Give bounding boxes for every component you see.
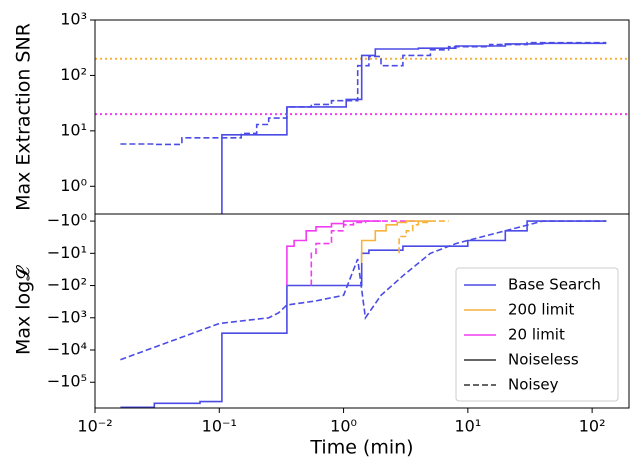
series-line	[120, 220, 607, 408]
series-line	[398, 220, 449, 254]
legend-box	[455, 267, 619, 402]
plot-frame	[94, 19, 630, 215]
series-line	[286, 220, 381, 286]
y-axis-label: Max Extraction SNR	[13, 23, 35, 211]
y-tick-label: −10¹	[47, 243, 87, 262]
series-line	[310, 220, 419, 286]
y-tick-label: 10³	[60, 10, 87, 29]
legend-label: 20 limit	[508, 326, 565, 344]
x-axis-label: Time (min)	[309, 437, 413, 459]
y-tick-label: −10⁴	[47, 340, 87, 359]
legend-label: Noisey	[508, 376, 559, 394]
y-tick-label: −10⁵	[47, 372, 87, 391]
x-tick-label: 10⁻¹	[202, 417, 237, 436]
legend-label: Base Search	[508, 276, 601, 294]
y-tick-label: −10³	[47, 307, 87, 326]
x-tick-label: 10⁰	[330, 417, 357, 436]
y-tick-label: 10⁰	[60, 176, 87, 195]
y-axis-label: Max log𝓛	[13, 265, 35, 355]
series-line	[120, 220, 607, 361]
legend-label: 200 limit	[508, 301, 575, 319]
y-tick-label: −10⁰	[47, 211, 87, 230]
plot-frame	[94, 213, 630, 409]
x-tick-label: 10¹	[454, 417, 481, 436]
x-tick-label: 10²	[579, 417, 606, 436]
y-tick-label: 10¹	[60, 120, 87, 139]
legend-label: Noiseless	[508, 351, 579, 369]
y-tick-label: −10²	[47, 275, 87, 294]
y-tick-label: 10²	[60, 65, 87, 84]
series-line	[120, 41, 607, 146]
series-line	[360, 220, 431, 263]
x-tick-label: 10⁻²	[77, 417, 112, 436]
series-line	[221, 42, 607, 214]
